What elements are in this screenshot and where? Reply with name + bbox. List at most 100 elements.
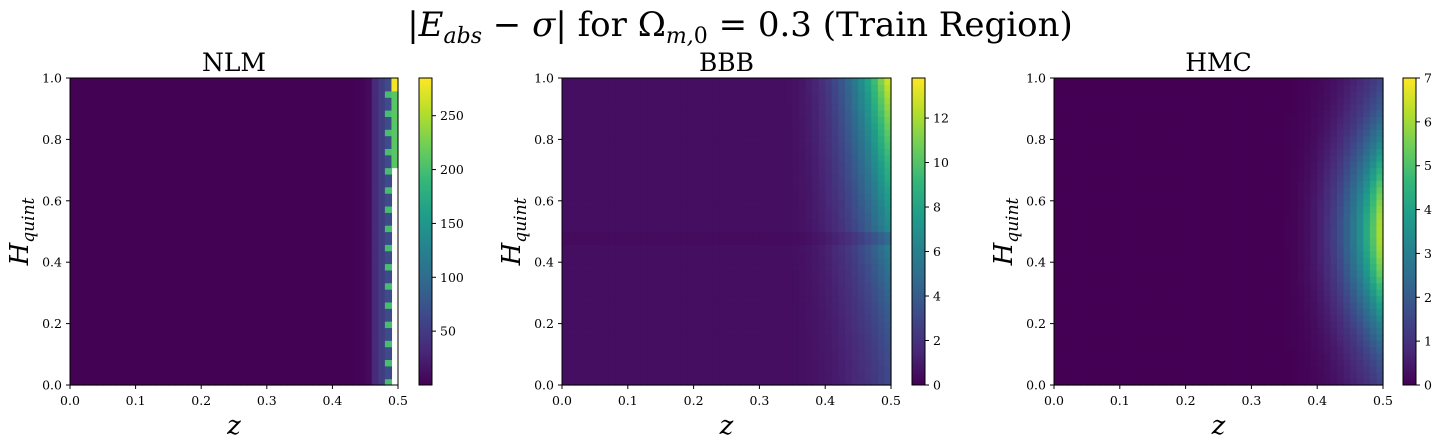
heatmap-cell — [194, 148, 202, 156]
heatmap-cell — [83, 103, 91, 111]
heatmap-cell — [174, 212, 183, 220]
heatmap-cell — [201, 372, 209, 380]
heatmap-cell — [660, 301, 668, 309]
heatmap-cell — [365, 173, 373, 181]
heatmap-cell — [568, 321, 576, 329]
heatmap-cell — [884, 161, 892, 169]
heatmap-cell — [864, 244, 872, 252]
heatmap-cell — [1139, 378, 1147, 386]
heatmap-cell — [608, 250, 616, 258]
heatmap-cell — [115, 186, 124, 194]
heatmap-cell — [365, 231, 373, 239]
heatmap-cell — [76, 109, 84, 117]
heatmap-cell — [1146, 365, 1154, 373]
heatmap-cell — [785, 301, 793, 309]
heatmap-cell — [188, 193, 196, 201]
heatmap-cell — [621, 340, 629, 348]
heatmap-cell — [818, 186, 826, 194]
heatmap-cell — [779, 84, 787, 92]
heatmap-cell — [319, 289, 327, 297]
heatmap-cell — [273, 193, 281, 201]
heatmap-cell — [253, 378, 261, 386]
heatmap-cell — [844, 378, 853, 386]
heatmap-cell — [129, 129, 137, 137]
heatmap-cell — [319, 148, 327, 156]
heatmap-cell — [785, 314, 793, 322]
heatmap-cell — [109, 321, 117, 329]
heatmap-cell — [115, 167, 124, 175]
heatmap-cell — [759, 199, 767, 207]
heatmap-cell — [266, 90, 274, 98]
heatmap-cell — [805, 212, 813, 220]
heatmap-cell — [667, 193, 675, 201]
heatmap-cell — [851, 205, 859, 213]
heatmap-cell — [858, 269, 866, 277]
heatmap-cell — [594, 295, 603, 303]
heatmap-cell — [345, 244, 353, 252]
heatmap-cell — [188, 154, 196, 162]
heatmap-cell — [667, 167, 675, 175]
heatmap-cell — [332, 103, 340, 111]
heatmap-cell — [96, 173, 104, 181]
heatmap-cell — [726, 282, 734, 290]
heatmap-cell — [614, 372, 622, 380]
heatmap-cell — [713, 167, 721, 175]
heatmap-cell — [188, 295, 196, 303]
heatmap-cell — [640, 289, 649, 297]
heatmap-cell — [207, 276, 215, 284]
heatmap-cell — [279, 244, 288, 252]
heatmap-cell — [319, 295, 327, 303]
heatmap-cell — [122, 289, 130, 297]
heatmap-cell — [266, 193, 274, 201]
heatmap-cell — [838, 257, 846, 265]
heatmap-cell — [594, 346, 603, 354]
heatmap-cell — [660, 154, 668, 162]
heatmap-cell — [194, 276, 202, 284]
heatmap-cell — [168, 141, 176, 149]
heatmap-cell — [851, 244, 859, 252]
heatmap-cell — [864, 289, 872, 297]
heatmap-cell — [733, 199, 741, 207]
heatmap-cell — [627, 276, 635, 284]
heatmap-cell — [693, 289, 701, 297]
heatmap-cell — [365, 193, 373, 201]
heatmap-cell — [594, 257, 603, 265]
heatmap-cell — [1159, 372, 1167, 380]
heatmap-cell — [253, 308, 261, 316]
heatmap-cell — [654, 78, 662, 85]
heatmap-cell — [279, 321, 288, 329]
heatmap-cell — [135, 237, 143, 245]
heatmap-cell — [719, 97, 728, 105]
heatmap-cell — [286, 154, 294, 162]
heatmap-cell — [719, 129, 728, 137]
heatmap-cell — [831, 250, 839, 258]
heatmap-cell — [214, 154, 222, 162]
heatmap-cell — [713, 257, 721, 265]
heatmap-cell — [818, 359, 826, 367]
heatmap-cell — [831, 225, 839, 233]
heatmap-cell — [338, 154, 347, 162]
heatmap-cell — [358, 135, 366, 143]
heatmap-cell — [575, 212, 583, 220]
heatmap-cell — [181, 372, 189, 380]
heatmap-cell — [779, 148, 787, 156]
heatmap-cell — [352, 340, 360, 348]
heatmap-cell — [772, 346, 780, 354]
heatmap-cell — [812, 250, 820, 258]
heatmap-cell — [693, 346, 701, 354]
heatmap-cell — [746, 314, 754, 322]
heatmap-cell — [812, 212, 820, 220]
y-tick-label: 0.0 — [534, 378, 554, 393]
heatmap-cell — [719, 84, 728, 92]
heatmap-cell — [378, 289, 386, 297]
heatmap-cell — [142, 78, 150, 85]
heatmap-cell — [122, 154, 130, 162]
heatmap-cell — [871, 173, 879, 181]
heatmap-cell — [306, 218, 314, 226]
heatmap-cell — [306, 378, 314, 386]
heatmap-cell — [148, 97, 156, 105]
heatmap-cell — [306, 129, 314, 137]
heatmap-cell — [621, 173, 629, 181]
heatmap-cell — [266, 250, 274, 258]
heatmap-cell — [214, 372, 222, 380]
